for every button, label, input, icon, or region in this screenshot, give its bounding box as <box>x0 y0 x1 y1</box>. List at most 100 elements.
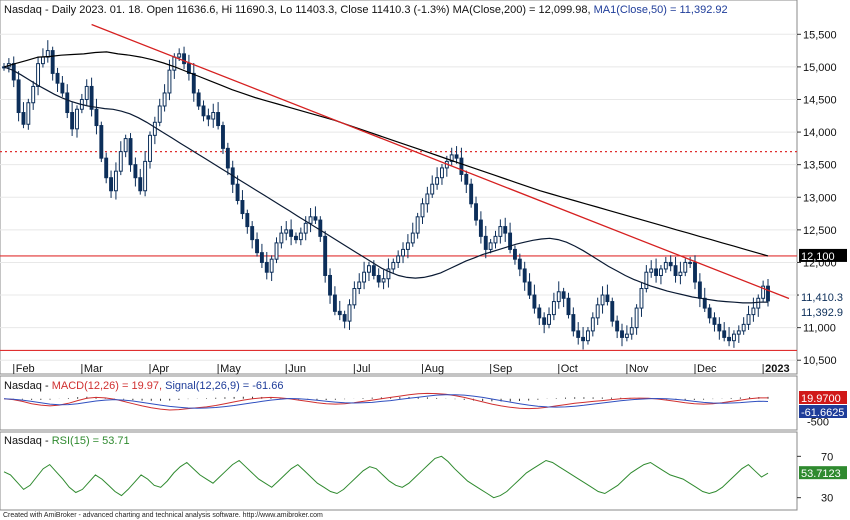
price-axis-label: 15,000 <box>803 62 837 74</box>
candle-body <box>620 330 624 338</box>
candle-body <box>104 157 109 179</box>
macd-axis-label: -500 <box>807 416 829 428</box>
candle-body <box>610 301 615 322</box>
candle-body <box>70 112 75 130</box>
candle-body <box>702 297 707 309</box>
candle-body <box>391 261 396 270</box>
candle-body <box>401 248 405 257</box>
candle-body <box>123 138 128 153</box>
price-axis-label: 15,500 <box>803 29 837 41</box>
candle-body <box>386 268 391 280</box>
candle-body <box>459 157 464 175</box>
candle-body <box>522 268 527 283</box>
candle-body <box>668 261 673 267</box>
price-axis-label: 14,000 <box>803 127 837 139</box>
candle-body <box>532 294 537 309</box>
candle-body <box>405 242 410 250</box>
candle-body <box>342 314 347 322</box>
candle-body <box>629 327 634 335</box>
price-badges: 12,100 11,410.3 11,392.9 <box>799 248 847 319</box>
candle-body <box>371 265 376 276</box>
level-badge-text: 12,100 <box>801 251 835 263</box>
rsi-axis-label: 70 <box>821 451 833 463</box>
candle-body <box>152 121 157 136</box>
candle-body <box>605 294 610 303</box>
candle-body <box>250 226 255 241</box>
macd-header: Nasdaq - MACD(12,26) = 19.97, Signal(12,… <box>4 380 283 392</box>
ma50-badge-bg <box>799 305 847 319</box>
candle-body <box>498 226 503 237</box>
candle-body <box>177 53 182 58</box>
candle-body <box>673 265 678 276</box>
candle-body <box>323 235 328 276</box>
macd-badge-text: 19.9700 <box>801 393 841 405</box>
candle-body <box>396 255 401 263</box>
price-axis-label: 13,500 <box>803 160 837 172</box>
macd-pane <box>0 375 798 431</box>
candle-body <box>162 92 167 107</box>
candle-body <box>274 242 279 260</box>
candle-body <box>547 314 551 325</box>
trend-line <box>91 23 790 300</box>
candle-body <box>585 330 590 342</box>
candle-body <box>727 336 732 342</box>
candle-body <box>493 235 498 244</box>
footer-credit: Created with AmiBroker - advanced charti… <box>3 512 323 519</box>
month-label: Feb <box>16 363 35 375</box>
candle-body <box>113 170 118 192</box>
candle-body <box>191 72 196 94</box>
candle-body <box>556 291 561 303</box>
candle-body <box>26 102 31 125</box>
candle-body <box>474 203 478 221</box>
candle-body <box>264 261 269 273</box>
ma50-header-text: MA1(Close,50) = 11,392.92 <box>594 4 728 16</box>
price-axis-label: 11,000 <box>803 323 836 335</box>
candle-body <box>736 330 741 335</box>
candle-body <box>347 304 352 322</box>
candle-body <box>167 69 172 94</box>
candle-body <box>741 323 746 332</box>
candle-body <box>425 193 430 205</box>
month-label: Mar <box>84 363 103 375</box>
candle-body <box>478 219 483 237</box>
candle-body <box>40 56 45 65</box>
rsi-prefix: Nasdaq - <box>4 435 52 447</box>
month-label: 2023 <box>765 363 789 375</box>
candle-body <box>527 281 532 296</box>
price-axis-label: 13,000 <box>803 192 837 204</box>
candle-body <box>65 92 70 114</box>
price-axis-label: 12,500 <box>803 225 837 237</box>
candle-body <box>201 105 206 117</box>
candle-body <box>761 285 766 299</box>
candle-body <box>410 232 415 244</box>
candle-body <box>654 268 659 276</box>
candle-body <box>537 307 542 319</box>
ma50-line <box>3 66 769 304</box>
candle-body <box>707 307 712 319</box>
rsi-axis-label: 30 <box>821 493 833 505</box>
price-header: Nasdaq - Daily 2023. 01. 18. Open 11636.… <box>4 4 728 16</box>
candle-body <box>269 258 274 273</box>
rsi-header-text: RSI(15) = 53.71 <box>52 435 130 447</box>
candle-body <box>284 229 289 234</box>
candle-body <box>644 271 649 290</box>
candle-body <box>55 72 60 84</box>
candle-body <box>303 222 308 234</box>
candle-body <box>337 310 342 316</box>
candle-body <box>75 108 79 130</box>
candle-body <box>138 177 143 192</box>
signal-badge: -61.6625 <box>799 405 847 419</box>
candle-body <box>318 219 323 237</box>
candle-body <box>469 183 474 205</box>
candle-body <box>182 53 187 65</box>
candle-body <box>634 307 639 329</box>
macd-prefix: Nasdaq - <box>4 380 52 392</box>
candle-body <box>430 183 435 195</box>
candle-body <box>31 85 36 104</box>
signal-badge-bg <box>799 405 847 418</box>
price-header-text: Nasdaq - Daily 2023. 01. 18. Open 11636.… <box>4 4 594 16</box>
candle-body <box>542 317 547 325</box>
candle-body <box>172 56 177 71</box>
month-label: Oct <box>561 363 578 375</box>
macd-line <box>3 392 768 411</box>
